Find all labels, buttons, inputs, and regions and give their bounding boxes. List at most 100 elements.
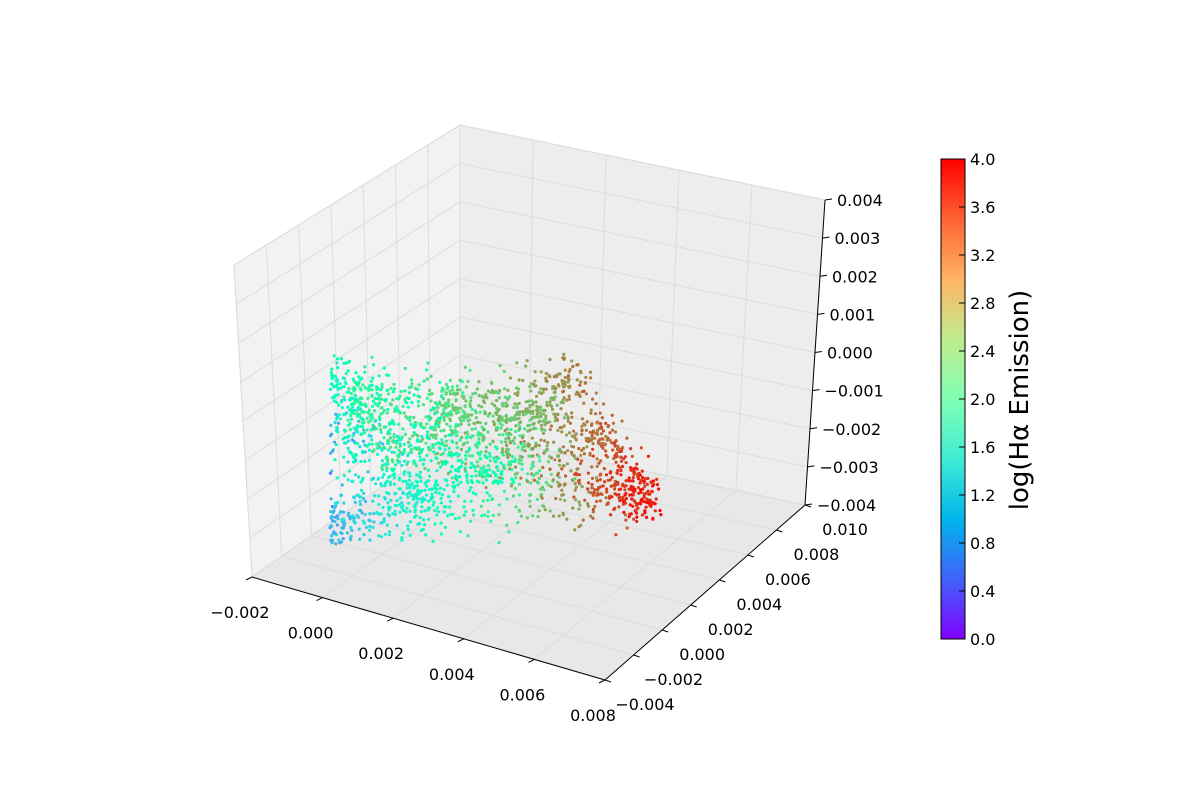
scatter-point [557,514,561,518]
scatter-point [562,464,566,468]
scatter-point [346,390,350,394]
scatter-point [534,444,538,448]
scatter-point [469,461,473,465]
scatter-point [639,490,643,494]
scatter-point [345,411,349,415]
scatter-point [356,430,360,434]
scatter-point [445,483,449,487]
scatter-point [535,408,539,412]
y-tick-label: 0.002 [708,620,754,639]
scatter-point [603,480,607,484]
scatter-point [639,488,643,492]
scatter-point [406,460,410,464]
scatter-point [557,458,562,463]
scatter-point [437,461,441,465]
scatter-point [610,413,614,417]
x-tick [457,638,465,643]
scatter-point [500,470,504,474]
scatter-point [549,404,554,408]
colorbar-tick-label: 3.2 [970,246,995,265]
scatter-point [562,385,566,389]
scatter-point [354,371,358,375]
scatter-point [500,423,504,427]
scatter-point [508,376,513,380]
colorbar-tick-label: 0.0 [970,630,995,649]
scatter-point [416,388,420,392]
scatter-point [586,471,591,475]
scatter-point [622,510,626,515]
scatter-point [512,441,517,446]
scatter-point [610,475,614,480]
scatter-point [580,485,584,489]
scatter-point [347,423,351,427]
scatter-point [355,427,359,432]
scatter-point [393,509,397,513]
scatter-point [416,488,420,492]
scatter-point [391,420,395,424]
scatter-point [623,513,628,517]
scatter-point [420,505,424,509]
scatter-point [627,515,631,519]
scatter-point [469,396,473,400]
scatter-point [362,521,366,525]
scatter-point [545,403,549,407]
scatter-point [447,404,451,408]
scatter-point [391,398,395,402]
scatter-point [624,484,628,488]
scatter-point [409,448,413,452]
scatter-point [364,499,368,504]
scatter-point [593,488,597,492]
scatter-point [352,439,356,444]
scatter-point [439,496,443,500]
scatter-point [367,448,371,452]
scatter-point [613,506,617,510]
scatter-point [567,370,571,374]
scatter-point [389,467,394,471]
scatter-point [371,376,375,380]
scatter-point [597,461,601,465]
scatter-point [582,452,587,456]
scatter-point [589,423,594,427]
scatter-point [534,400,538,404]
scatter-point [409,385,413,389]
z-gridline [238,201,821,344]
scatter-point [562,424,566,428]
scatter-point [580,432,584,436]
scatter-point [438,416,443,420]
scatter-point [402,442,406,446]
scatter-point [448,451,452,455]
scatter-point [350,528,354,532]
scatter-point [619,473,623,477]
scatter-point [334,443,338,447]
scatter-point [450,454,454,458]
scatter-point [351,386,355,390]
scatter-point [540,485,545,489]
scatter-point [605,502,609,507]
scatter-point [540,428,544,432]
scatter-point [442,418,446,422]
scatter-point [360,417,364,421]
scatter-point [521,441,525,445]
scatter-point [391,439,395,443]
x-tick-label: 0.002 [358,644,404,663]
colorbar-ticks: 0.0 0.4 0.8 1.2 1.6 2.0 2.4 2.8 3.2 3.6 4.0 [959,150,995,649]
scatter-point [544,376,548,380]
scatter-point [430,487,434,491]
scatter-point [648,500,653,505]
scatter-point [358,412,362,416]
z-tick [822,236,830,239]
scatter-point [517,482,522,486]
scatter-point [393,387,397,391]
scatter-point [397,422,401,426]
scatter-point [449,470,453,474]
scatter-point [440,460,444,464]
scatter-point [486,510,490,514]
scatter-point [459,447,464,451]
scatter-point [464,510,468,514]
scatter-point [343,398,347,402]
z-tick-label: 0.003 [835,229,881,248]
scatter-point [598,422,603,426]
scatter-point [485,491,489,495]
scatter-point [595,479,600,483]
scatter-point [377,494,381,498]
